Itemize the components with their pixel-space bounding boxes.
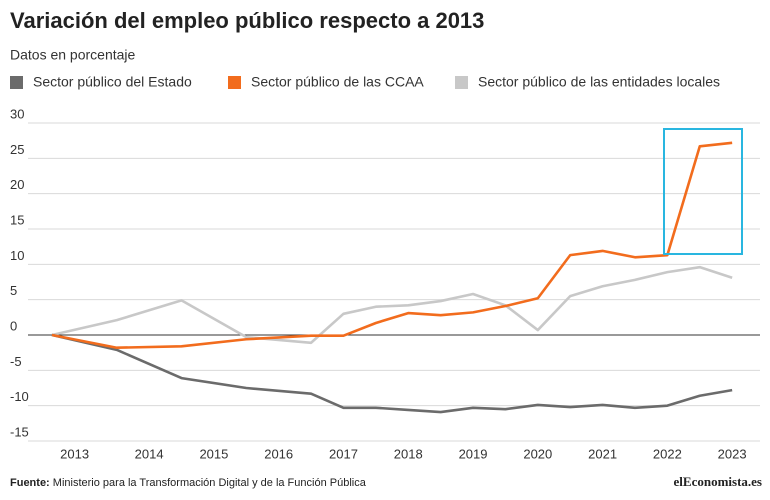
brand-logo: elEconomista.es [674, 474, 762, 489]
x-tick-label: 2019 [459, 446, 488, 461]
x-tick-label: 2022 [653, 446, 682, 461]
chart-title: Variación del empleo público respecto a … [10, 8, 484, 33]
series-line [51, 265, 733, 345]
x-tick-label: 2016 [264, 446, 293, 461]
source: Fuente: Ministerio para la Transformació… [10, 477, 367, 489]
y-tick-label: 25 [10, 142, 24, 157]
legend-swatch [10, 76, 23, 89]
legend-label: Sector público de las CCAA [251, 74, 424, 90]
legend-label: Sector público de las entidades locales [478, 74, 720, 90]
y-tick-label: 30 [10, 106, 24, 121]
legend-swatch [455, 76, 468, 89]
x-tick-label: 2018 [394, 446, 423, 461]
highlight-box [663, 128, 743, 255]
x-tick-label: 2013 [60, 446, 89, 461]
legend-label: Sector público del Estado [33, 74, 192, 90]
x-tick-label: 2015 [199, 446, 228, 461]
plot-area: -15 -10 -5 0 5 10 15 20 25 30 2013 2014 2015 2016 2017… [10, 106, 760, 461]
series-line [51, 141, 733, 350]
y-tick-label: 15 [10, 212, 24, 227]
source-label: Fuente: [10, 477, 50, 489]
y-tick-label: 5 [10, 283, 17, 298]
y-tick-label: -5 [10, 354, 22, 369]
y-tick-label: 20 [10, 177, 24, 192]
x-tick-label: 2017 [329, 446, 358, 461]
y-tick-label: 0 [10, 318, 17, 333]
y-tick-label: 10 [10, 248, 24, 263]
chart-subtitle: Datos en porcentaje [10, 47, 136, 63]
y-tick-label: -15 [10, 424, 29, 439]
x-tick-label: 2021 [588, 446, 617, 461]
x-tick-label: 2014 [135, 446, 164, 461]
legend: Sector público del Estado Sector público … [10, 74, 720, 90]
y-tick-label: -10 [10, 389, 29, 404]
x-tick-label: 2023 [718, 446, 747, 461]
legend-swatch [228, 76, 241, 89]
x-tick-label: 2020 [523, 446, 552, 461]
series-line [51, 333, 733, 414]
source-text: Ministerio para la Transformación Digita… [53, 477, 367, 489]
